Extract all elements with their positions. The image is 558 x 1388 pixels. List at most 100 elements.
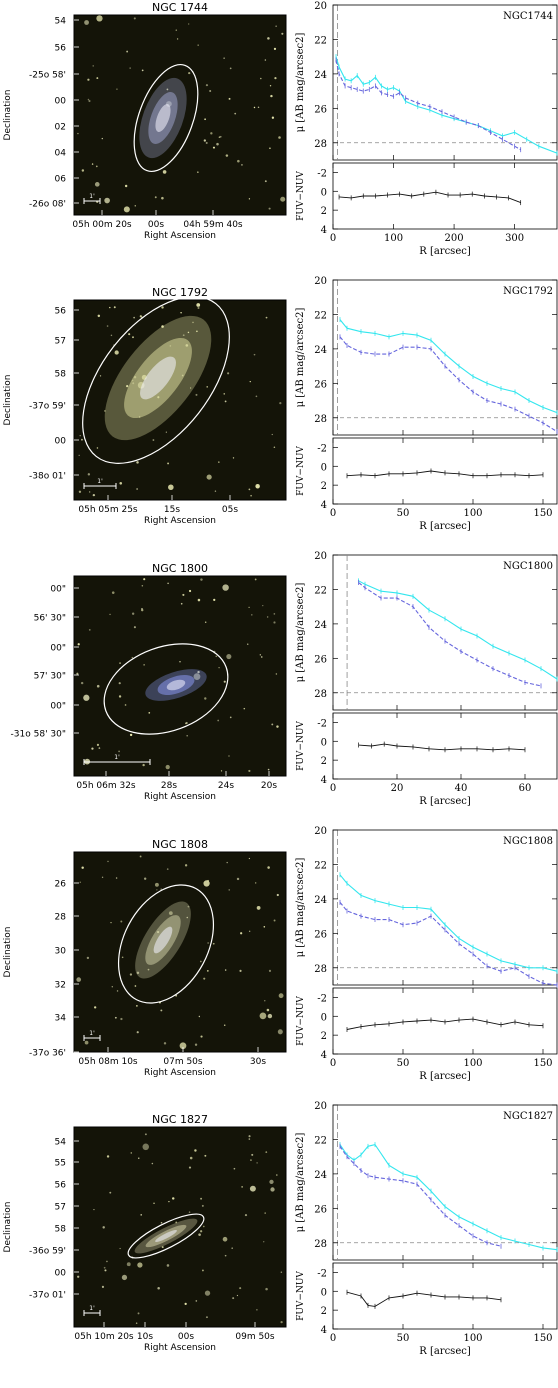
star	[132, 336, 134, 339]
star	[224, 400, 227, 403]
star	[141, 69, 144, 72]
star	[104, 1269, 107, 1272]
star	[139, 855, 142, 858]
y-tick-label: 26	[314, 654, 327, 665]
color-profile-line	[346, 1291, 502, 1307]
star	[129, 973, 133, 976]
star	[185, 721, 188, 725]
star	[101, 1285, 105, 1288]
star	[144, 1133, 147, 1136]
star	[280, 196, 286, 202]
star	[175, 1221, 178, 1224]
star	[197, 598, 201, 602]
y-tick-label: 0	[321, 1287, 327, 1298]
y-tick-label: 56' 30"	[34, 614, 66, 624]
star	[96, 77, 99, 79]
star	[254, 578, 257, 581]
star	[151, 1162, 154, 1165]
star	[96, 15, 103, 22]
galaxy-label: NGC1808	[503, 836, 553, 847]
y-tick-label: -2	[317, 718, 327, 729]
star	[79, 881, 81, 883]
star	[77, 1275, 80, 1278]
star	[214, 490, 217, 492]
star	[131, 612, 135, 615]
x-tick-label: 05h 05m 25s	[78, 505, 138, 515]
surface-brightness-frame	[332, 4, 558, 161]
star	[248, 1135, 251, 1138]
star	[228, 97, 231, 100]
star	[190, 387, 192, 389]
x-tick-label: 50	[397, 1333, 410, 1344]
star	[92, 65, 94, 67]
star	[273, 919, 276, 922]
y-tick-label: 00"	[50, 702, 66, 712]
y-tick-label: 57	[55, 1203, 66, 1213]
star	[187, 331, 190, 334]
star	[186, 916, 189, 919]
x-tick-label: 05h 10m 20s	[74, 1332, 134, 1342]
star	[226, 861, 228, 864]
star	[273, 47, 277, 51]
star	[143, 664, 145, 666]
star	[197, 171, 199, 173]
y-tick-label: 56	[55, 1181, 67, 1191]
galaxy-label: NGC1744	[503, 11, 553, 22]
star	[263, 926, 266, 928]
x-tick-label: 60	[519, 783, 532, 794]
star	[204, 1290, 211, 1296]
star	[77, 132, 79, 135]
star	[236, 877, 240, 881]
star	[96, 743, 100, 746]
star	[138, 1157, 140, 1160]
star	[207, 942, 209, 944]
star	[220, 770, 223, 772]
star	[186, 735, 188, 737]
star	[271, 116, 275, 119]
star	[107, 860, 109, 863]
x-axis-label: R [arcsec]	[419, 246, 471, 257]
star	[204, 1154, 207, 1157]
y-tick-label: -37o 01'	[29, 1291, 66, 1301]
star	[142, 1143, 150, 1151]
y-axis-label: FUV−NUV	[296, 721, 306, 771]
star	[86, 956, 90, 960]
y-tick-label: 58	[55, 1225, 67, 1235]
y-tick-label: 4	[321, 775, 327, 786]
star	[168, 484, 174, 491]
star	[281, 32, 284, 35]
star	[110, 334, 113, 337]
star	[267, 1013, 273, 1019]
scale-bar-label: 1'	[89, 1305, 95, 1312]
star	[275, 673, 278, 675]
star	[198, 1015, 201, 1018]
x-tick-label: 100	[463, 1333, 482, 1344]
star	[124, 704, 127, 706]
star	[167, 582, 169, 585]
y-tick-label: -2	[317, 993, 327, 1004]
y-tick-label: 22	[314, 310, 327, 321]
star	[210, 132, 213, 135]
star	[103, 1266, 106, 1269]
star	[142, 763, 145, 767]
star	[192, 321, 194, 324]
star	[203, 977, 206, 980]
star	[114, 1016, 117, 1019]
star	[255, 395, 258, 398]
star	[116, 88, 118, 90]
star	[253, 353, 256, 356]
star	[136, 461, 139, 464]
star	[182, 593, 185, 596]
star	[166, 868, 169, 870]
star	[213, 598, 216, 601]
y-tick-label: 00	[55, 437, 67, 447]
x-tick-label: 0	[330, 233, 336, 244]
star	[182, 334, 185, 337]
star	[161, 1246, 164, 1249]
star	[200, 578, 203, 581]
star	[223, 680, 226, 683]
star	[104, 197, 110, 204]
